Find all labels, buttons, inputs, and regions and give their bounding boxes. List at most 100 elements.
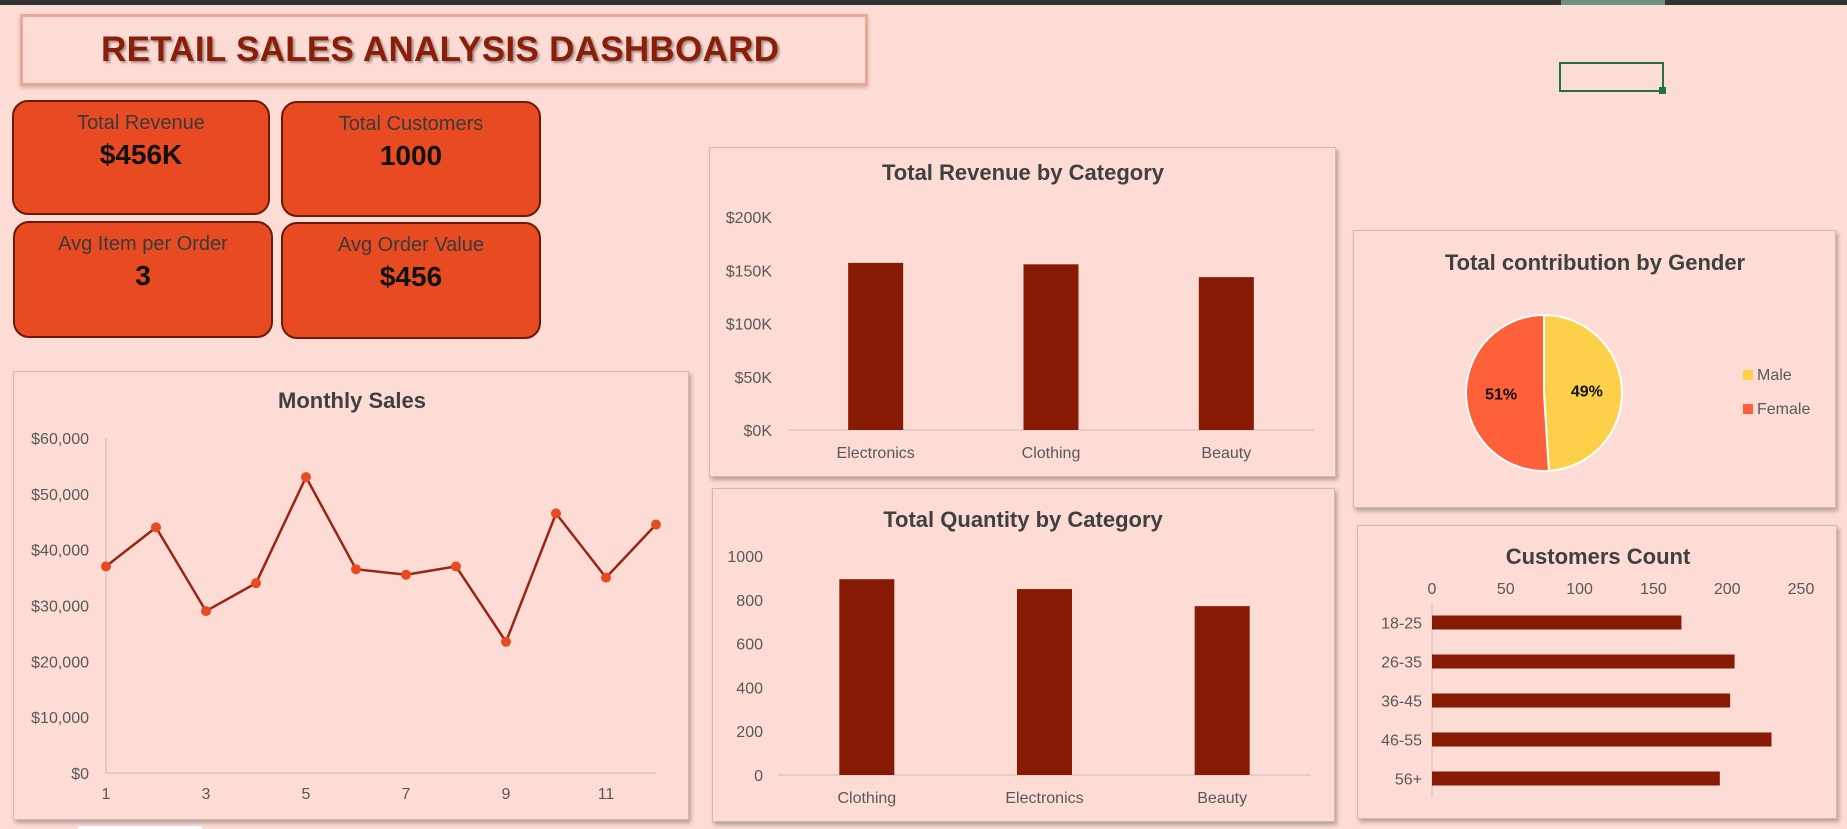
x-tick-label: 250	[1788, 581, 1815, 598]
data-point	[451, 561, 461, 572]
x-tick-label: 3	[202, 786, 211, 803]
revenue-by-category-chart[interactable]: Total Revenue by Category $0K $50K $100K $15…	[709, 147, 1336, 477]
y-tick-label: $40,000	[31, 543, 89, 560]
data-point	[601, 572, 611, 583]
pie-data-label: 49%	[1571, 384, 1603, 401]
kpi-label: Total Customers	[338, 113, 484, 135]
selected-column-header	[1561, 0, 1665, 5]
data-point	[401, 569, 411, 580]
data-point	[551, 508, 561, 519]
bar	[1432, 771, 1720, 786]
window-top-strip	[0, 0, 1847, 5]
y-tick-label: 18-25	[1381, 616, 1422, 633]
dashboard-title: RETAIL SALES ANALYSIS DASHBOARD	[101, 30, 780, 69]
y-tick-label: $50K	[735, 370, 773, 387]
chart-title: Total Quantity by Category	[883, 507, 1163, 532]
y-tick-label: $0	[71, 766, 89, 783]
kpi-value: $456	[379, 261, 443, 292]
y-tick-label: $30,000	[31, 599, 89, 616]
gender-contribution-chart[interactable]: Total contribution by Gender 49% 51% Male Fe…	[1353, 230, 1836, 508]
chart-title: Customers Count	[1506, 544, 1691, 569]
bar	[839, 579, 895, 775]
selected-cell[interactable]	[1559, 62, 1664, 92]
data-point	[251, 578, 261, 589]
y-tick-label: 36-45	[1381, 694, 1422, 711]
y-tick-label: 26-35	[1381, 655, 1422, 672]
x-tick-label: 5	[302, 786, 311, 803]
chart-title: Monthly Sales	[278, 388, 426, 413]
x-tick-label: 200	[1714, 581, 1741, 598]
legend-swatch	[1743, 404, 1753, 414]
bar	[1432, 693, 1731, 708]
cell-fill-handle[interactable]	[1659, 87, 1666, 94]
x-tick-label: Beauty	[1201, 445, 1251, 462]
x-tick-label: Clothing	[837, 790, 896, 807]
customers-count-svg: Customers Count 0 50 100 150 200 250 18-25 26-35…	[1381, 544, 1815, 798]
kpi-label: Avg Order Value	[337, 234, 484, 256]
bar	[1198, 277, 1254, 430]
gender-contribution-svg: Total contribution by Gender 49% 51% Male Fe…	[1445, 250, 1810, 472]
y-tick-label: $100K	[726, 317, 773, 334]
y-tick-label: $0K	[744, 423, 773, 440]
data-point	[301, 472, 311, 483]
kpi-value: 3	[135, 260, 151, 291]
bar	[848, 262, 904, 430]
x-tick-label: Beauty	[1197, 790, 1247, 807]
quantity-by-category-chart[interactable]: Total Quantity by Category 0 200 400 600 800 1…	[712, 488, 1335, 822]
x-tick-label: 7	[402, 786, 411, 803]
data-point	[651, 519, 661, 530]
bar	[1432, 732, 1772, 747]
kpi-total-customers[interactable]: Total Customers 1000	[281, 101, 541, 217]
dashboard-title-box[interactable]: RETAIL SALES ANALYSIS DASHBOARD	[20, 14, 868, 86]
chart-title: Total Revenue by Category	[882, 160, 1165, 185]
monthly-sales-chart[interactable]: Monthly Sales $0 $10,000 $20,000 $30,000 $40,…	[13, 371, 689, 820]
kpi-label: Avg Item per Order	[58, 233, 228, 255]
data-point	[351, 564, 361, 575]
x-tick-label: 0	[1428, 581, 1437, 598]
bar	[1432, 615, 1682, 630]
y-tick-label: $60,000	[31, 431, 89, 448]
x-tick-label: 150	[1640, 581, 1667, 598]
kpi-value: $456K	[99, 139, 183, 170]
kpi-avg-order-value[interactable]: Avg Order Value $456	[281, 222, 541, 339]
y-tick-label: $20,000	[31, 654, 89, 671]
y-tick-label: 56+	[1395, 772, 1422, 789]
sheet-tab[interactable]	[78, 826, 202, 829]
y-tick-label: 0	[754, 768, 763, 785]
kpi-avg-item-per-order[interactable]: Avg Item per Order 3	[13, 221, 273, 338]
kpi-total-revenue[interactable]: Total Revenue $456K	[12, 100, 270, 215]
kpi-value: 1000	[379, 140, 443, 171]
series-line	[105, 474, 657, 645]
monthly-sales-svg: Monthly Sales $0 $10,000 $20,000 $30,000 $40,…	[31, 388, 661, 803]
data-point	[501, 636, 511, 647]
y-tick-label: 600	[736, 637, 763, 654]
x-tick-label: 1	[102, 786, 111, 803]
customers-count-chart[interactable]: Customers Count 0 50 100 150 200 250 18-25 26-35…	[1357, 525, 1837, 819]
data-point	[151, 522, 161, 533]
kpi-label: Total Revenue	[77, 112, 205, 134]
chart-title: Total contribution by Gender	[1445, 250, 1746, 275]
y-tick-label: $50,000	[31, 487, 89, 504]
x-tick-label: 100	[1566, 581, 1593, 598]
pie-slice	[1465, 313, 1550, 472]
quantity-by-category-svg: Total Quantity by Category 0 200 400 600 800 1…	[727, 507, 1311, 807]
y-tick-label: 46-55	[1381, 733, 1422, 750]
y-tick-label: $10,000	[31, 710, 89, 727]
y-tick-label: 200	[736, 724, 763, 741]
x-tick-label: Electronics	[837, 445, 915, 462]
revenue-by-category-svg: Total Revenue by Category $0K $50K $100K $15…	[726, 160, 1314, 462]
bar	[1194, 606, 1250, 775]
y-tick-label: $150K	[726, 263, 773, 280]
legend-label: Male	[1757, 367, 1792, 384]
data-point	[201, 606, 211, 617]
x-tick-label: Electronics	[1005, 790, 1083, 807]
legend-label: Female	[1757, 401, 1810, 418]
pie-slice	[1543, 313, 1623, 472]
y-tick-label: $200K	[726, 210, 773, 227]
pie-data-label: 51%	[1485, 386, 1517, 403]
legend-swatch	[1743, 370, 1753, 380]
bar	[1017, 589, 1072, 775]
y-tick-label: 400	[736, 680, 763, 697]
x-tick-label: Clothing	[1022, 445, 1081, 462]
x-tick-label: 9	[502, 786, 511, 803]
